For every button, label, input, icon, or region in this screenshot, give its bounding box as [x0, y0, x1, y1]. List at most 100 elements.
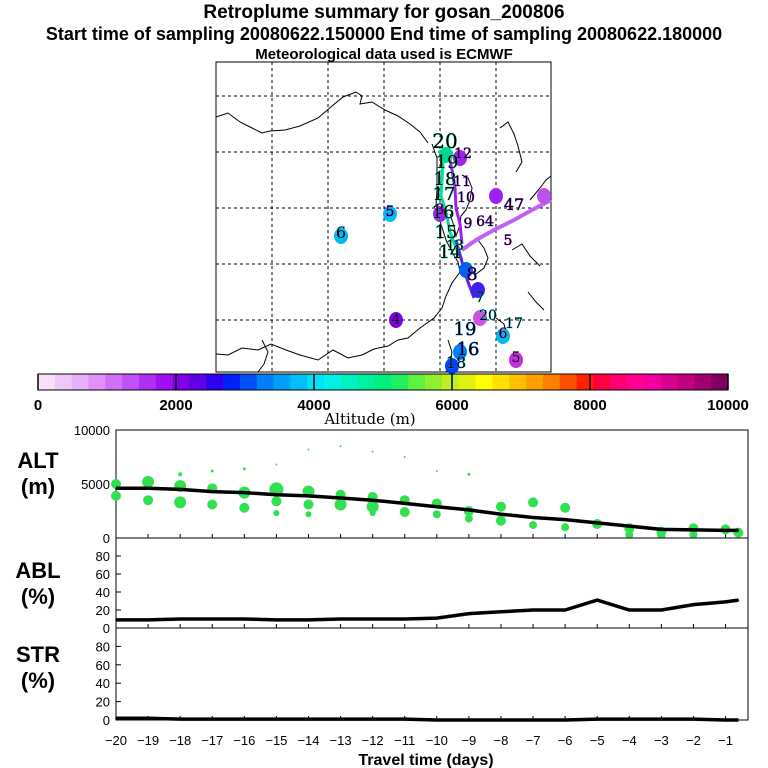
- map-day-label-9: 11: [453, 174, 471, 190]
- alt-point-36: [467, 472, 471, 476]
- map-day-label-24: 18: [446, 353, 466, 372]
- plume-track-east: [460, 198, 552, 252]
- alt-point-1: [111, 490, 121, 501]
- xtick-label-10: −10: [426, 733, 448, 748]
- plume-blob-0: [439, 147, 453, 163]
- plume-blob-6: [389, 312, 403, 328]
- xtick-label-4: −16: [233, 733, 255, 748]
- coastline-3: [467, 239, 489, 275]
- plume-blob-10: [453, 344, 467, 360]
- alt-point-41: [560, 502, 571, 513]
- series-point-2-8: [371, 718, 374, 720]
- series-point-0-19: [724, 529, 727, 532]
- colorbar-swatch-0: [38, 374, 56, 390]
- series-point-2-3: [211, 718, 214, 720]
- alt-point-2: [142, 475, 155, 488]
- series-point-0-4: [243, 491, 246, 494]
- alt-point-27: [371, 450, 374, 453]
- alt-point-9: [210, 469, 214, 473]
- ytick-label-0-0: 0: [103, 531, 110, 546]
- map-day-label-10: 10: [457, 190, 475, 206]
- series-point-0-18: [692, 529, 695, 531]
- xtick-label-11: −9: [461, 733, 476, 748]
- series-point-2-16: [628, 718, 631, 720]
- plume-blob-1: [453, 150, 467, 166]
- xtick-label-0: −20: [105, 733, 127, 748]
- map-day-label-21: 20: [479, 308, 497, 324]
- plume-blob-2: [489, 188, 503, 204]
- met-data-line: Meteorological data used is ECMWF: [255, 46, 513, 63]
- plume-blob-3: [433, 206, 447, 222]
- colorbar-swatch-36: [643, 374, 661, 390]
- series-point-0-9: [403, 502, 406, 505]
- panel-unit-1: (%): [21, 584, 55, 609]
- alt-point-22: [334, 498, 347, 511]
- map-day-label-3: 17: [433, 184, 456, 205]
- series-point-2-2: [179, 718, 181, 720]
- series-point-0-7: [339, 497, 342, 499]
- colorbar-tick-label-5: 10000: [707, 397, 749, 414]
- series-point-1-17: [660, 609, 663, 611]
- series-point-1-14: [564, 609, 566, 611]
- colorbar-swatch-21: [391, 374, 409, 390]
- colorbar-swatch-4: [105, 374, 123, 390]
- alt-point-19: [305, 511, 312, 518]
- colorbar-swatch-5: [122, 374, 140, 390]
- series-point-2-7: [339, 718, 342, 720]
- series-point-1-8: [371, 618, 374, 620]
- series-point-0-6: [307, 495, 310, 497]
- colorbar-swatch-24: [441, 374, 460, 390]
- colorbar-swatch-26: [475, 374, 493, 390]
- colorbar-tick-label-2: 4000: [297, 397, 330, 414]
- map-day-label-2: 18: [434, 169, 457, 190]
- alt-point-32: [432, 510, 441, 519]
- alt-point-29: [399, 507, 410, 518]
- series-point-2-6: [307, 718, 310, 720]
- series-point-2-17: [660, 718, 663, 720]
- plume-blob-12: [509, 352, 523, 368]
- series-point-2-11: [468, 719, 470, 721]
- map-day-label-7: 13: [446, 238, 464, 254]
- xtick-label-16: −4: [622, 733, 637, 748]
- alt-point-3: [143, 495, 154, 506]
- colorbar-swatch-8: [172, 374, 190, 390]
- plume-blob-9: [496, 328, 510, 344]
- colorbar-swatch-1: [54, 374, 72, 390]
- series-point-0-12: [500, 513, 502, 516]
- map-day-label-20: 5: [504, 233, 513, 249]
- xtick-label-3: −17: [201, 733, 223, 748]
- xtick-label-14: −6: [558, 733, 573, 748]
- alt-point-16: [275, 463, 278, 466]
- series-point-0-3: [211, 490, 214, 493]
- series-point-1-7: [339, 618, 342, 620]
- colorbar-swatch-6: [138, 374, 157, 390]
- colorbar-swatch-33: [593, 374, 611, 390]
- series-point-2-14: [564, 719, 566, 721]
- colorbar-swatch-12: [239, 374, 258, 390]
- series-point-0-5: [275, 494, 278, 496]
- series-point-1-0: [115, 619, 117, 621]
- map-day-label-0: 20: [432, 129, 457, 153]
- map-day-label-16: 4: [392, 312, 401, 328]
- xtick-label-9: −11: [394, 733, 415, 748]
- colorbar-swatch-35: [627, 374, 645, 390]
- series-point-1-3: [211, 618, 214, 620]
- alt-point-42: [561, 523, 570, 532]
- ytick-label-0-1: 5000: [81, 477, 110, 492]
- map-day-label-11: 9: [464, 216, 473, 232]
- series-point-1-2: [179, 618, 181, 620]
- colorbar-swatch-29: [526, 374, 544, 390]
- ytick-label-1-4: 80: [96, 549, 110, 564]
- colorbar-swatch-25: [458, 374, 476, 390]
- ytick-label-1-0: 0: [103, 621, 110, 636]
- plume-track-main: [438, 149, 464, 261]
- series-point-0-0: [115, 487, 117, 490]
- colorbar-swatch-38: [677, 374, 695, 390]
- map-day-label-13: 7: [476, 290, 485, 306]
- alt-point-25: [366, 500, 379, 513]
- ytick-label-2-1: 20: [96, 695, 110, 710]
- colorbar-tick-label-4: 8000: [573, 397, 606, 414]
- series-point-2-13: [532, 719, 534, 721]
- alt-point-49: [689, 530, 698, 539]
- alt-point-45: [625, 530, 634, 539]
